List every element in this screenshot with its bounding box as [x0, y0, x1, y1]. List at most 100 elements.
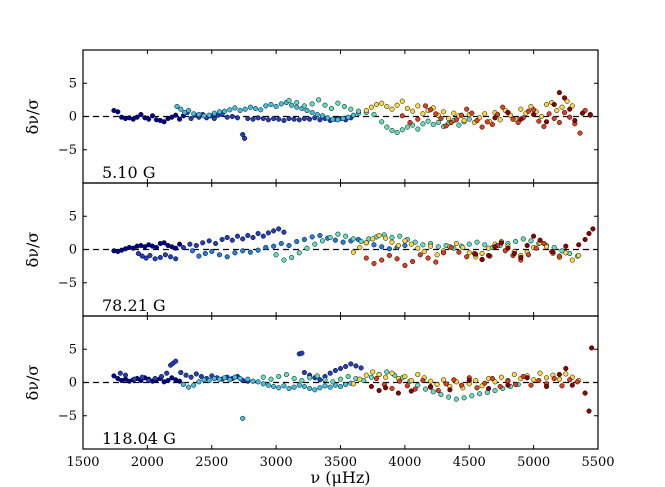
data-point-p3-l3-8 — [486, 385, 492, 392]
data-point-p3-l1-a-26 — [312, 387, 318, 393]
data-point-p2-l3-6 — [511, 250, 517, 257]
data-point-p2-l2-b-4 — [394, 256, 400, 262]
data-point-p3-l2-b-0 — [373, 375, 380, 382]
data-point-p1-l2-b-31 — [567, 114, 573, 120]
x-tick-label: 4000 — [388, 455, 421, 470]
data-point-p2-l1-a-7 — [240, 248, 246, 254]
data-point-p2-l1-a-5 — [224, 254, 230, 260]
data-point-p2-l0-a-17 — [177, 241, 183, 247]
data-point-p2-l0-b-15 — [219, 236, 225, 243]
data-point-p1-l3-11 — [587, 112, 593, 118]
x-tick-label: 5500 — [581, 455, 614, 470]
data-point-p2-l2-b-5 — [402, 262, 408, 269]
data-point-p1-l1-a-19 — [268, 101, 274, 108]
data-point-p3-l2-b-15 — [489, 375, 495, 382]
data-point-p2-l0-a-11 — [153, 244, 159, 251]
data-point-p3-l0-b-30 — [317, 377, 323, 383]
data-point-p2-l2-b-10 — [440, 250, 447, 256]
data-point-p3-l2-b-21 — [536, 377, 542, 384]
data-point-p3-l0-b-38 — [358, 365, 364, 371]
data-point-p3-l2-a-1 — [357, 376, 363, 382]
data-point-p3-l1-b-22 — [430, 389, 436, 395]
data-point-p3-l0-b-11 — [178, 369, 184, 376]
data-point-p1-l2-a-15 — [440, 109, 447, 115]
data-point-p2-l2-a-1 — [357, 244, 363, 251]
data-point-p3-l1-b-1 — [268, 376, 274, 382]
data-point-p1-l3-9 — [572, 117, 578, 124]
data-point-p3-l1-b-25 — [453, 396, 459, 402]
data-point-p1-l2-b-29 — [556, 119, 562, 126]
data-point-p2-l0-b-12 — [200, 240, 206, 246]
data-point-p1-l1-a-31 — [330, 116, 336, 122]
data-point-p2-l2-a-9 — [408, 241, 414, 247]
data-point-p2-l2-a-20 — [479, 250, 485, 257]
data-point-p2-l1-b-21 — [435, 244, 441, 250]
data-point-p1-l1-b-10 — [355, 108, 362, 114]
data-point-p2-l1-b-31 — [513, 238, 519, 245]
data-point-p2-l3-8 — [524, 242, 530, 249]
data-point-p1-l2-b-30 — [561, 109, 568, 116]
data-point-p2-l2-b-9 — [433, 259, 439, 265]
data-point-p2-l2-a-16 — [453, 240, 459, 247]
data-point-p3-l0-a-17 — [177, 378, 183, 384]
data-point-p3-l1-b-20 — [415, 382, 421, 388]
data-point-p3-l0-b-7 — [164, 370, 170, 376]
data-point-p3-l0-a-14 — [165, 377, 171, 384]
data-point-p1-l2-b-16 — [489, 121, 495, 128]
data-point-p3-l3-11 — [543, 383, 550, 390]
data-point-p3-l2-b-24 — [559, 383, 565, 389]
data-point-p3-l1-b-3 — [283, 371, 289, 378]
data-point-p1-l2-b-12 — [469, 110, 475, 116]
data-point-p1-l0-b-7 — [211, 115, 217, 122]
data-point-p3-l2-a-5 — [383, 374, 389, 380]
data-point-p3-l1-a-0 — [180, 381, 186, 388]
data-point-p1-l1-a-35 — [350, 112, 356, 118]
data-point-p1-l2-b-9 — [453, 117, 459, 123]
data-point-p2-l2-a-21 — [486, 245, 492, 251]
data-point-p2-l0-b-21 — [250, 234, 256, 241]
data-point-p3-l0-b-33 — [332, 367, 338, 374]
data-point-p1-l2-a-2 — [373, 101, 380, 108]
data-point-p2-l1-b-16 — [397, 233, 403, 239]
data-point-p2-l0-b-9 — [180, 244, 186, 251]
data-point-p3-l2-b-8 — [435, 387, 441, 394]
data-point-p1-l2-a-17 — [451, 110, 457, 116]
data-point-p3-l1-b-27 — [469, 393, 475, 399]
data-point-p1-l1-b-9 — [348, 106, 354, 112]
data-point-p2-l1-a-20 — [340, 239, 346, 245]
data-point-p3-l2-a-8 — [402, 373, 408, 380]
data-point-p3-l1-a-15 — [255, 379, 261, 385]
data-point-p3-l0-b-1 — [122, 372, 129, 378]
data-point-p3-l0-b-5 — [152, 375, 158, 382]
data-point-p3-l1-a-1 — [186, 384, 192, 390]
data-point-p3-l0-b-36 — [348, 361, 354, 367]
data-point-p3-l1-b-28 — [477, 391, 483, 397]
data-point-p1-l1-b-20 — [415, 126, 421, 132]
data-point-p2-l3-14 — [582, 236, 588, 243]
data-point-p3-l3-7 — [466, 377, 472, 384]
field-label-p3: 118.04 G — [102, 429, 176, 448]
field-label-p1: 5.10 G — [102, 163, 156, 182]
y-tick-label-p2: 5 — [69, 209, 77, 224]
data-point-p3-l2-a-32 — [556, 376, 562, 382]
data-point-p3-l1-b-11 — [345, 373, 351, 380]
data-point-p3-l0-b-10 — [173, 358, 179, 364]
data-point-p3-l3-2 — [383, 385, 389, 391]
data-point-p2-l1-a-17 — [317, 232, 323, 239]
data-point-p1-l2-b-3 — [422, 103, 429, 109]
data-point-p1-l0-b-24 — [291, 116, 297, 122]
x-tick-label: 3000 — [260, 455, 293, 470]
data-point-p3-l2-b-10 — [451, 377, 457, 383]
data-point-p3-l0-b-12 — [183, 372, 189, 378]
data-point-p3-l1-a-30 — [332, 382, 338, 388]
data-point-p2-l0-b-19 — [240, 236, 246, 242]
data-point-p3-l1-b-24 — [446, 394, 452, 400]
data-point-p3-l3-16 — [586, 408, 592, 414]
data-point-p3-l1-b-30 — [492, 387, 498, 394]
data-point-p1-l3-4 — [543, 119, 550, 125]
data-point-p3-l2-a-6 — [389, 370, 395, 376]
data-point-p2-l0-b-4 — [152, 256, 158, 262]
data-point-p1-l1-a-13 — [237, 107, 243, 114]
data-point-p2-l2-b-3 — [386, 252, 392, 259]
data-point-p1-l0-a-6 — [134, 114, 140, 120]
